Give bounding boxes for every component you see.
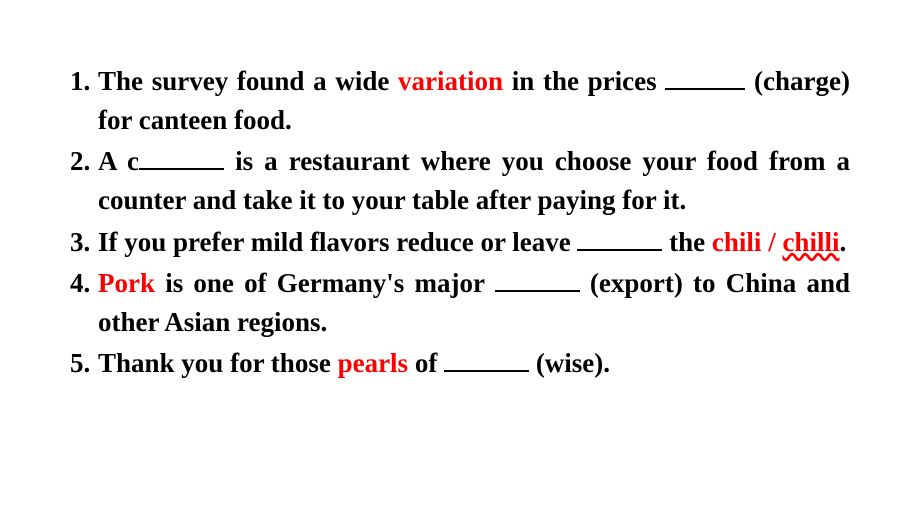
q3-highlight1: chili [712, 227, 762, 257]
q4-blank [495, 265, 580, 292]
q3-highlight2: chilli [782, 227, 839, 257]
question-4: Pork is one of Germany's major (export) … [70, 264, 850, 342]
q4-highlight: Pork [98, 268, 155, 298]
question-2: A c is a restaurant where you choose you… [70, 142, 850, 220]
q5-highlight: pearls [338, 348, 409, 378]
question-1: The survey found a wide variation in the… [70, 62, 850, 140]
q5-text-part3: (wise). [529, 348, 610, 378]
question-3: If you prefer mild flavors reduce or lea… [70, 223, 850, 262]
question-list: The survey found a wide variation in the… [70, 62, 850, 383]
q2-blank [139, 143, 224, 170]
q1-highlight: variation [398, 66, 503, 96]
q1-text-part1: The survey found a wide [98, 66, 398, 96]
q5-blank [444, 345, 529, 372]
q4-text-part1: is one of Germany's major [155, 268, 495, 298]
q3-slash: / [761, 227, 782, 257]
q1-text-part2: in the prices [503, 66, 665, 96]
q2-text-part1: A c [98, 146, 139, 176]
q3-period: . [839, 227, 846, 257]
q3-text-part1: If you prefer mild flavors reduce or lea… [98, 227, 577, 257]
q3-blank [577, 224, 662, 251]
q1-blank [665, 63, 745, 90]
question-5: Thank you for those pearls of (wise). [70, 344, 850, 383]
q3-text-part2: the [662, 227, 712, 257]
q5-text-part2: of [408, 348, 444, 378]
q5-text-part1: Thank you for those [98, 348, 338, 378]
